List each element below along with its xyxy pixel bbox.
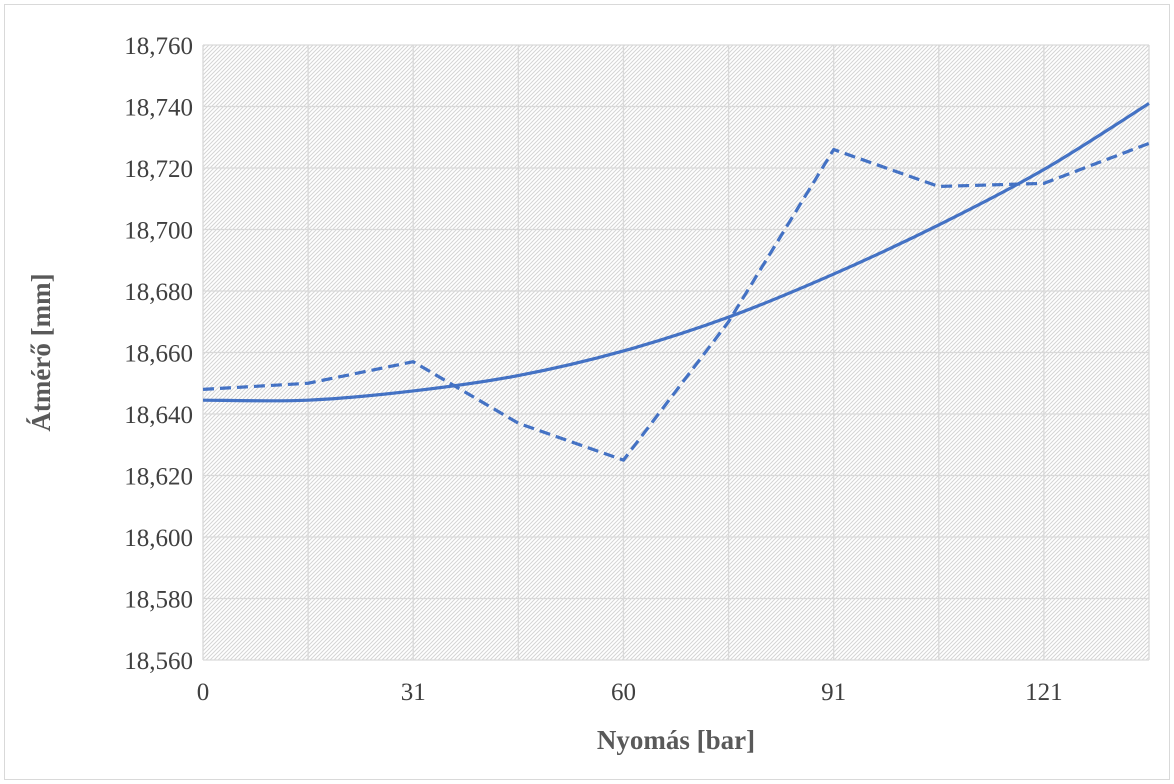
- y-axis-title: Átmérő [mm]: [26, 273, 56, 431]
- x-tick-label: 0: [197, 679, 210, 706]
- series-lines: [202, 102, 1150, 462]
- tick-labels: 18,560 18,580 18,600 18,620 18,640 18,660 18,6…: [124, 33, 1063, 706]
- y-tick-label: 18,640: [124, 402, 193, 429]
- y-tick-label: 18,720: [124, 156, 193, 183]
- y-tick-label: 18,660: [124, 341, 193, 368]
- y-tick-label: 18,760: [124, 33, 193, 60]
- x-axis-title: Nyomás [bar]: [597, 725, 755, 755]
- line-chart: 18,560 18,580 18,600 18,620 18,640 18,660 18,6…: [26, 33, 1150, 755]
- y-tick-label: 18,680: [124, 279, 193, 306]
- y-tick-label: 18,600: [124, 525, 193, 552]
- dashed-line-series: [202, 141, 1150, 462]
- x-tick-label: 91: [821, 679, 846, 706]
- y-tick-label: 18,700: [124, 218, 193, 245]
- y-tick-label: 18,740: [124, 95, 193, 122]
- chart-area: 18,560 18,580 18,600 18,620 18,640 18,660 18,6…: [4, 4, 1170, 780]
- y-tick-label: 18,580: [124, 587, 193, 614]
- y-tick-label: 18,620: [124, 464, 193, 491]
- x-tick-label: 121: [1025, 679, 1063, 706]
- grid-lines: [202, 44, 1150, 661]
- y-tick-label: 18,560: [124, 648, 193, 675]
- x-tick-label: 31: [401, 679, 426, 706]
- x-tick-label: 60: [611, 679, 636, 706]
- trend-line-series: [202, 102, 1150, 403]
